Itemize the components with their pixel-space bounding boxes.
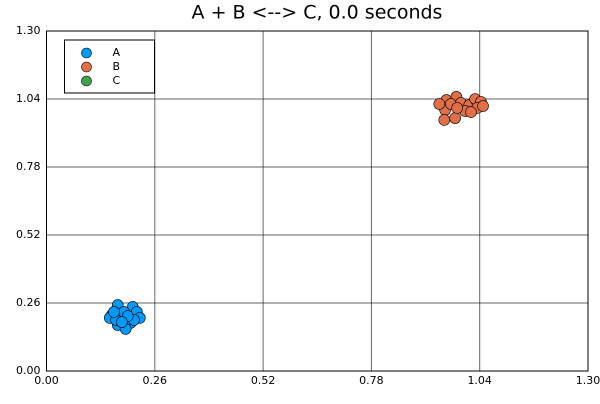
- legend-marker: [81, 47, 92, 59]
- x-tick-label: 0.52: [251, 374, 276, 387]
- legend-label: C: [113, 74, 121, 87]
- point: [108, 306, 120, 318]
- chart-title: A + B <--> C, 0.0 seconds: [192, 2, 443, 24]
- x-tick-label: 0.00: [34, 374, 59, 387]
- y-tick-label: 1.04: [16, 92, 41, 105]
- x-tick-label: 0.78: [359, 374, 384, 387]
- point: [438, 114, 451, 126]
- legend-label: A: [113, 46, 121, 59]
- y-tick-label: 0.78: [16, 160, 41, 173]
- point: [116, 316, 128, 328]
- x-tick-label: 1.04: [467, 374, 492, 387]
- legend-label: B: [113, 60, 121, 73]
- x-tick-label: 1.30: [576, 374, 600, 387]
- point: [449, 112, 461, 124]
- point: [451, 102, 464, 114]
- point: [477, 100, 489, 112]
- point: [465, 106, 477, 118]
- plot-frame: [46, 30, 589, 372]
- y-tick-label: 1.30: [16, 24, 41, 37]
- legend-marker: [81, 61, 92, 73]
- legend-marker: [81, 75, 92, 87]
- point: [433, 98, 446, 110]
- legend-box: [64, 39, 155, 94]
- x-tick-label: 0.26: [143, 374, 168, 387]
- y-tick-label: 0.00: [16, 364, 41, 377]
- y-tick-label: 0.52: [16, 228, 41, 241]
- y-tick-label: 0.26: [16, 296, 41, 309]
